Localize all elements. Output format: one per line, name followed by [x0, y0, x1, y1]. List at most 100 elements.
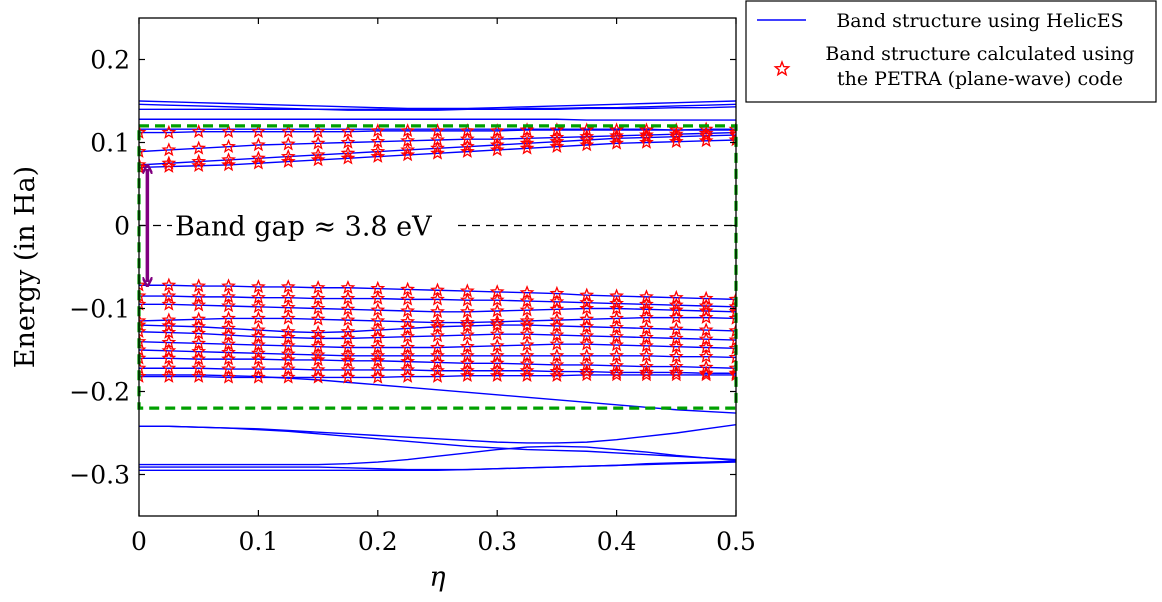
y-tick-label: 0.2: [90, 46, 130, 75]
petra-marker: [609, 367, 625, 382]
petra-marker: [579, 367, 595, 382]
petra-marker: [639, 309, 654, 324]
petra-marker: [139, 313, 147, 328]
petra-marker: [639, 367, 654, 382]
legend: Band structure using HelicES Band structu…: [745, 0, 1157, 103]
petra-marker: [639, 134, 654, 149]
petra-marker: [698, 365, 714, 380]
petra-marker: [161, 312, 177, 327]
petra-marker: [250, 345, 266, 360]
petra-marker: [400, 147, 416, 162]
petra-marker: [519, 326, 535, 341]
petra-marker: [698, 128, 714, 143]
petra-marker: [310, 347, 326, 362]
petra-marker: [280, 148, 296, 163]
petra-marker: [698, 303, 714, 318]
helices-band-line-0: [139, 100, 736, 110]
petra-marker: [280, 153, 296, 168]
petra-marker: [400, 314, 416, 329]
petra-marker: [250, 137, 266, 152]
petra-marker: [250, 369, 266, 384]
petra-marker: [728, 332, 736, 347]
helices-band-line-1: [139, 103, 736, 111]
petra-marker: [370, 369, 386, 384]
y-tick-label: 0.1: [90, 129, 130, 158]
petra-marker: [668, 367, 684, 382]
x-tick-label: 0.5: [716, 527, 756, 556]
petra-marker: [340, 301, 356, 316]
petra-marker: [139, 317, 147, 332]
petra-marker: [139, 360, 147, 375]
petra-marker: [549, 312, 565, 327]
y-tick-label: −0.1: [69, 295, 130, 324]
petra-marker: [191, 153, 207, 168]
petra-marker: [728, 349, 736, 364]
petra-marker: [221, 369, 236, 384]
petra-marker: [280, 369, 296, 384]
helices-band-line-6: [139, 131, 736, 153]
petra-marker: [400, 368, 416, 383]
petra-marker: [728, 360, 736, 375]
petra-marker: [728, 127, 736, 142]
x-tick-label: 0.4: [597, 527, 637, 556]
petra-marker: [191, 297, 207, 312]
petra-marker: [430, 314, 445, 329]
legend-star-marker: [773, 60, 791, 77]
petra-marker: [139, 296, 147, 311]
petra-marker: [139, 342, 147, 357]
petra-marker: [310, 324, 326, 339]
petra-marker: [519, 367, 535, 383]
petra-marker: [489, 362, 505, 378]
petra-marker: [549, 336, 565, 351]
petra-marker: [310, 369, 326, 384]
petra-marker: [139, 157, 147, 172]
helices-band-line-10: [139, 295, 736, 308]
petra-marker: [639, 348, 654, 363]
petra-marker: [579, 336, 595, 351]
petra-marker: [310, 152, 326, 167]
petra-marker: [250, 299, 266, 314]
petra-marker: [221, 157, 236, 172]
petra-marker: [139, 333, 147, 348]
petra-marker: [310, 135, 326, 150]
petra-marker: [579, 363, 595, 378]
petra-marker: [161, 277, 177, 292]
petra-marker: [400, 291, 416, 306]
petra-marker: [549, 357, 565, 372]
petra-marker: [489, 367, 505, 383]
petra-marker: [549, 133, 565, 148]
petra-marker: [280, 323, 296, 339]
petra-marker: [370, 123, 386, 138]
petra-marker: [430, 145, 445, 160]
petra-marker: [639, 296, 654, 311]
petra-marker: [489, 303, 505, 318]
petra-marker: [139, 368, 147, 383]
petra-marker: [698, 367, 714, 382]
helices-band-line-19: [139, 374, 736, 379]
helices-band-line-11: [139, 303, 736, 313]
petra-marker: [280, 279, 296, 294]
x-tick-label: 0: [131, 527, 147, 556]
petra-marker: [579, 137, 595, 152]
legend-label-petra-line-0: Band structure calculated using: [825, 43, 1134, 65]
petra-marker: [430, 304, 445, 319]
petra-marker: [459, 304, 475, 319]
petra-marker: [459, 292, 475, 307]
petra-marker: [579, 300, 595, 315]
petra-marker: [728, 124, 736, 139]
petra-marker: [310, 311, 326, 326]
petra-marker: [519, 362, 535, 378]
petra-marker: [250, 322, 266, 337]
helices-band-line-22: [139, 425, 736, 461]
petra-marker: [191, 123, 207, 138]
petra-band-markers: [139, 121, 736, 384]
petra-marker: [519, 302, 535, 317]
petra-marker: [668, 297, 684, 312]
petra-marker: [609, 135, 625, 150]
axes: 0 0.1 0.2 0.3 0.4 0.5 0.2 0.1 0 −0.1 −0.2 −0.3 η Ener…: [10, 17, 756, 593]
helices-band-line-3: [139, 118, 736, 121]
petra-marker: [459, 367, 475, 383]
petra-marker: [459, 143, 475, 158]
petra-marker: [221, 320, 236, 335]
